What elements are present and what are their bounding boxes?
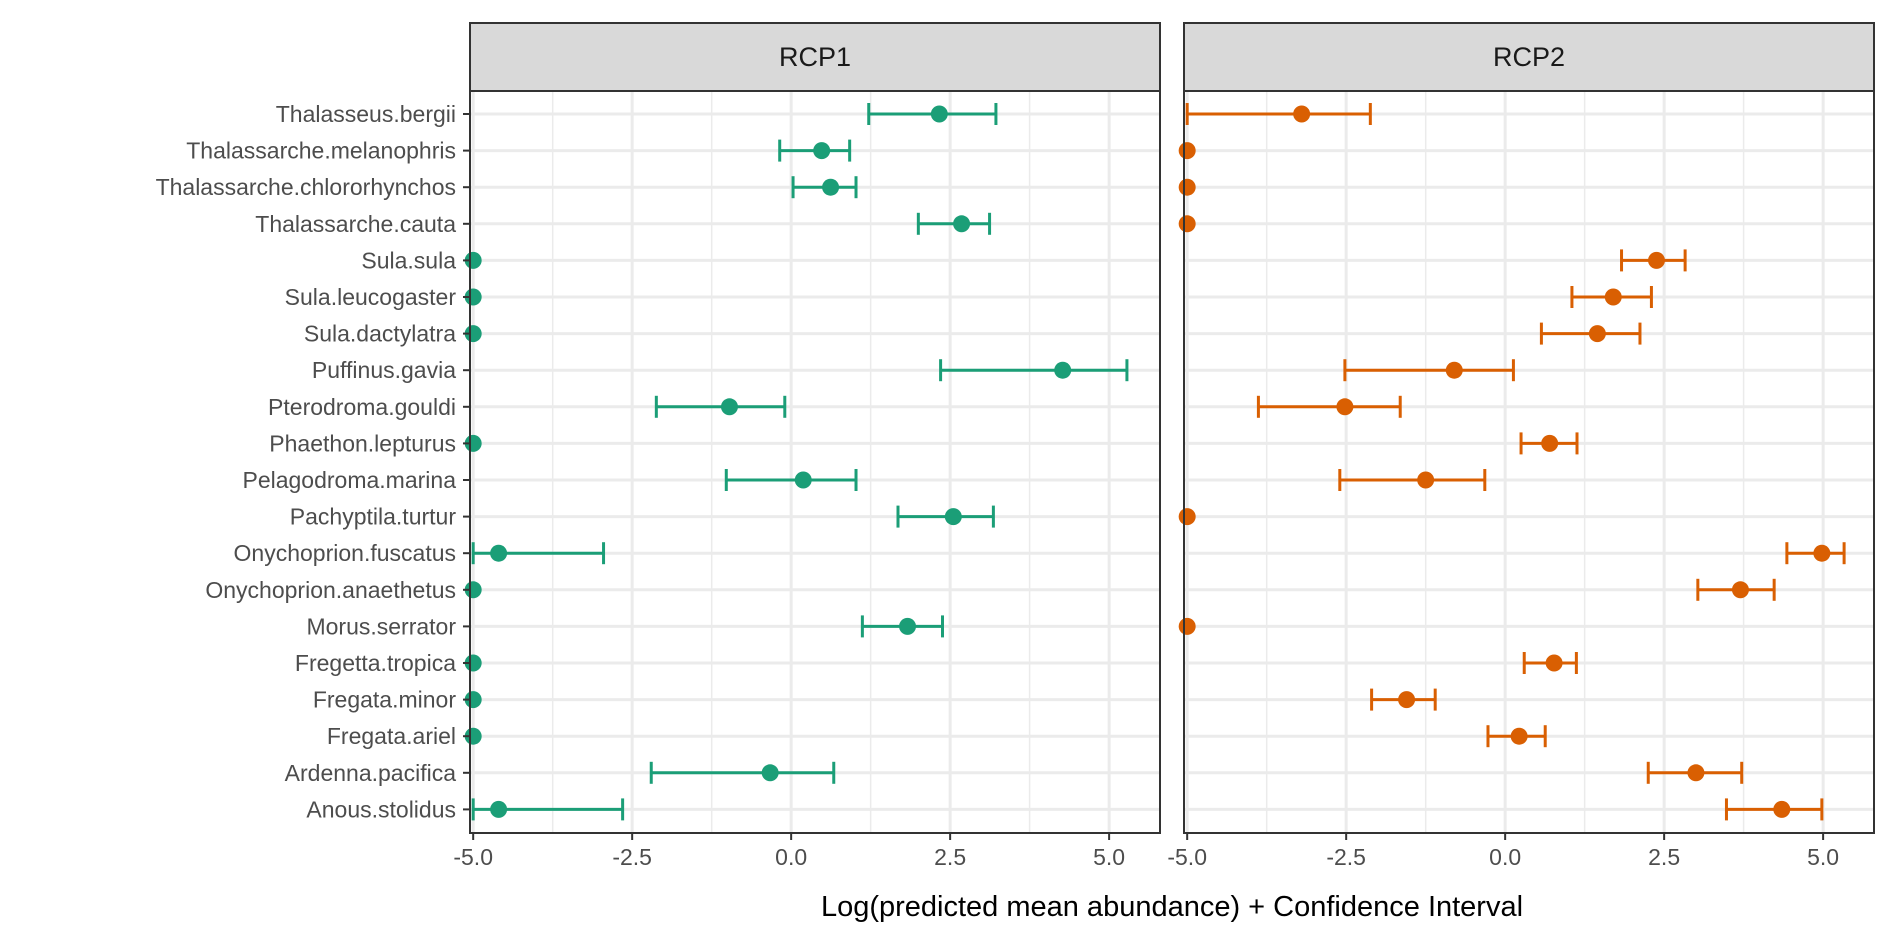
y-tick-label: Morus.serrator — [306, 613, 456, 639]
panels-layer: RCP1 -5.0 -2.5 0.0 2.5 5.0 RCP2 -5.0 -2.5 0.0 2.5 5… — [453, 22, 1875, 870]
y-tick-label: Sula.sula — [361, 247, 456, 273]
panel-rcp2: RCP2 -5.0 -2.5 0.0 2.5 5.0 — [1167, 22, 1875, 870]
x-axis-title: Log(predicted mean abundance) + Confiden… — [821, 891, 1523, 923]
estimate-point — [1604, 288, 1622, 306]
estimate-point — [944, 508, 962, 526]
estimate-point — [1054, 361, 1072, 379]
estimate-point — [1178, 178, 1196, 196]
estimate-point — [1398, 691, 1416, 709]
estimate-point — [1687, 764, 1705, 782]
estimate-point — [1178, 617, 1196, 635]
y-tick-label: Thalassarche.melanophris — [186, 138, 456, 164]
estimate-point — [464, 434, 482, 452]
estimate-point — [1178, 142, 1196, 160]
estimate-point — [1731, 581, 1749, 599]
estimate-point — [794, 471, 812, 489]
estimate-point — [1773, 800, 1791, 818]
estimate-point — [1178, 508, 1196, 526]
estimate-point — [761, 764, 779, 782]
estimate-point — [464, 251, 482, 269]
estimate-point — [1813, 544, 1831, 562]
estimate-point — [1293, 105, 1311, 123]
x-tick-label: 0.0 — [775, 844, 807, 870]
y-tick-label: Pterodroma.gouldi — [268, 394, 456, 420]
y-tick-label: Puffinus.gavia — [312, 357, 456, 383]
y-tick-label: Fregata.ariel — [327, 723, 456, 749]
x-tick-label: 5.0 — [1807, 844, 1839, 870]
estimate-point — [1417, 471, 1435, 489]
facet-label: RCP2 — [1493, 42, 1565, 72]
estimate-point — [1541, 434, 1559, 452]
x-tick-label: 2.5 — [1648, 844, 1680, 870]
estimate-point — [1510, 727, 1528, 745]
x-tick-label: -2.5 — [612, 844, 652, 870]
facet-label: RCP1 — [779, 42, 851, 72]
estimate-point — [720, 398, 738, 416]
y-tick-label: Onychoprion.fuscatus — [234, 540, 456, 566]
estimate-point — [822, 178, 840, 196]
y-tick-label: Ardenna.pacifica — [285, 760, 457, 786]
y-tick-label: Thalassarche.chlororhynchos — [156, 174, 456, 200]
estimate-point — [464, 691, 482, 709]
estimate-point — [464, 288, 482, 306]
y-tick-label: Fregata.minor — [313, 687, 457, 713]
y-tick-label: Onychoprion.anaethetus — [205, 577, 456, 603]
y-tick-label: Anous.stolidus — [306, 796, 456, 822]
x-tick-label: 5.0 — [1093, 844, 1125, 870]
y-tick-label: Fregetta.tropica — [295, 650, 456, 676]
x-tick-label: -2.5 — [1326, 844, 1366, 870]
estimate-point — [1445, 361, 1463, 379]
panel-background — [470, 91, 1160, 833]
estimate-point — [899, 617, 917, 635]
x-tick-label: 2.5 — [934, 844, 966, 870]
estimate-point — [1336, 398, 1354, 416]
estimate-point — [930, 105, 948, 123]
estimate-point — [490, 544, 508, 562]
x-tick-label: -5.0 — [453, 844, 493, 870]
y-tick-label: Pachyptila.turtur — [290, 504, 457, 530]
y-axis-labels: Thalasseus.bergii Thalassarche.melanophri… — [156, 101, 470, 822]
y-tick-label: Sula.dactylatra — [304, 321, 456, 347]
estimate-point — [1178, 215, 1196, 233]
x-tick-label: -5.0 — [1167, 844, 1207, 870]
estimate-point — [490, 800, 508, 818]
panel-background — [1184, 91, 1874, 833]
estimate-point — [464, 654, 482, 672]
estimate-point — [953, 215, 971, 233]
y-tick-label: Pelagodroma.marina — [242, 467, 456, 493]
facet-strip — [469, 22, 1161, 92]
estimate-point — [464, 727, 482, 745]
panel-border — [1183, 90, 1875, 834]
panel-rcp1: RCP1 -5.0 -2.5 0.0 2.5 5.0 — [453, 22, 1161, 870]
estimate-point — [464, 581, 482, 599]
panel-border — [469, 90, 1161, 834]
y-tick-label: Phaethon.lepturus — [269, 430, 456, 456]
y-tick-label: Sula.leucogaster — [285, 284, 457, 310]
estimate-point — [1648, 251, 1666, 269]
x-tick-label: 0.0 — [1489, 844, 1521, 870]
estimate-point — [464, 325, 482, 343]
estimate-point — [1588, 325, 1606, 343]
estimate-point — [1545, 654, 1563, 672]
estimate-point — [813, 142, 831, 160]
y-tick-label: Thalassarche.cauta — [255, 211, 456, 237]
y-tick-label: Thalasseus.bergii — [276, 101, 456, 127]
